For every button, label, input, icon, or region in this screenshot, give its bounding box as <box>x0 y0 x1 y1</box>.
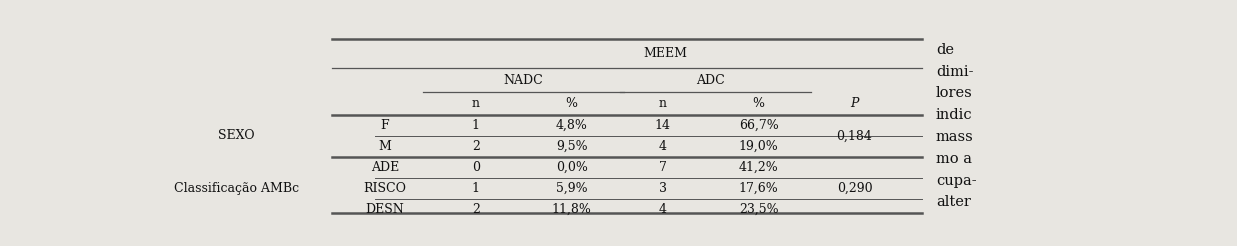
Text: cupa-: cupa- <box>936 174 976 188</box>
Text: 1: 1 <box>471 119 480 132</box>
Text: P: P <box>850 97 858 110</box>
Text: M: M <box>379 140 391 153</box>
Text: SEXO: SEXO <box>218 129 255 142</box>
Text: n: n <box>659 97 667 110</box>
Text: 4: 4 <box>659 203 667 216</box>
Text: 1: 1 <box>471 182 480 195</box>
Text: %: % <box>752 97 764 110</box>
Text: 0,0%: 0,0% <box>555 161 588 174</box>
Text: 5,9%: 5,9% <box>555 182 588 195</box>
Text: 4: 4 <box>659 140 667 153</box>
Text: alter: alter <box>936 195 971 209</box>
Text: ADC: ADC <box>696 74 725 87</box>
Text: 9,5%: 9,5% <box>555 140 588 153</box>
Text: 3: 3 <box>659 182 667 195</box>
Text: 41,2%: 41,2% <box>738 161 778 174</box>
Text: mass: mass <box>936 130 974 144</box>
Text: mo a: mo a <box>936 152 972 166</box>
Text: 7: 7 <box>659 161 667 174</box>
Text: de: de <box>936 43 954 57</box>
Text: 11,8%: 11,8% <box>552 203 591 216</box>
Text: dimi-: dimi- <box>936 65 974 79</box>
Text: indic: indic <box>936 108 972 122</box>
Text: Classificação AMBc: Classificação AMBc <box>173 182 298 195</box>
Text: lores: lores <box>936 86 972 100</box>
Text: MEEM: MEEM <box>643 47 687 60</box>
Text: 14: 14 <box>654 119 670 132</box>
Text: %: % <box>565 97 578 110</box>
Text: ADE: ADE <box>371 161 398 174</box>
Text: 2: 2 <box>471 203 480 216</box>
Text: 0: 0 <box>471 161 480 174</box>
Text: NADC: NADC <box>503 74 543 87</box>
Text: 66,7%: 66,7% <box>738 119 778 132</box>
Text: 19,0%: 19,0% <box>738 140 778 153</box>
Text: RISCO: RISCO <box>364 182 406 195</box>
Text: 17,6%: 17,6% <box>738 182 778 195</box>
Text: 23,5%: 23,5% <box>738 203 778 216</box>
Text: 4,8%: 4,8% <box>555 119 588 132</box>
Text: 0,290: 0,290 <box>836 182 872 195</box>
Text: 0,184: 0,184 <box>836 129 872 142</box>
Text: 2: 2 <box>471 140 480 153</box>
Text: n: n <box>471 97 480 110</box>
Text: DESN: DESN <box>365 203 404 216</box>
Text: F: F <box>381 119 388 132</box>
